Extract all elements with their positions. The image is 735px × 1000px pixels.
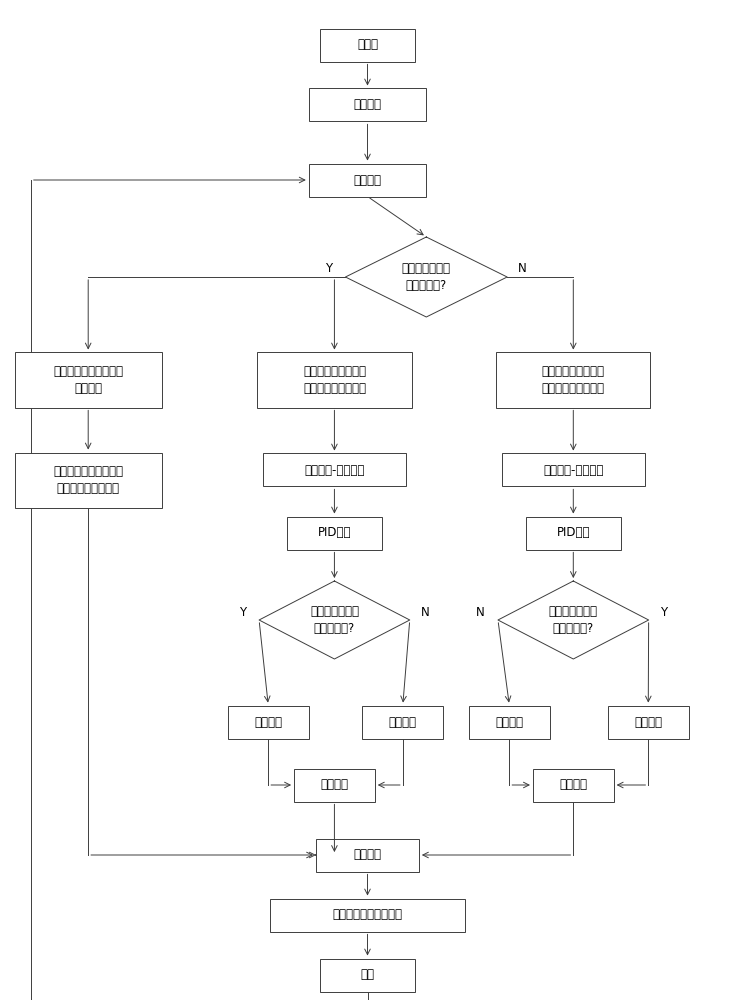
FancyBboxPatch shape [287,516,382,550]
Text: 发动机掉速是否
超过设定值?: 发动机掉速是否 超过设定值? [310,605,359,635]
FancyBboxPatch shape [15,352,162,408]
Text: 数据采集: 数据采集 [354,174,381,186]
Text: Y: Y [325,262,332,275]
Text: PID调节: PID调节 [318,526,351,540]
FancyBboxPatch shape [362,706,443,738]
Text: 进入转速调节，提取
目标转速和实际转速: 进入转速调节，提取 目标转速和实际转速 [303,365,366,395]
FancyBboxPatch shape [270,898,465,932]
Text: Y: Y [660,605,667,618]
Text: N: N [476,605,484,618]
Text: 输出清零: 输出清零 [389,716,417,728]
FancyBboxPatch shape [309,163,426,196]
FancyBboxPatch shape [533,768,614,802]
FancyBboxPatch shape [496,352,650,408]
Text: 电流整合: 电流整合 [354,848,381,861]
FancyBboxPatch shape [316,838,419,871]
Text: 发动机掉速是否
超过设定值?: 发动机掉速是否 超过设定值? [549,605,598,635]
FancyBboxPatch shape [294,768,375,802]
Text: 初始化: 初始化 [357,38,378,51]
FancyBboxPatch shape [526,516,621,550]
Text: 目标扭矩-实际扭矩: 目标扭矩-实际扭矩 [543,464,603,477]
Text: 目标转速-实际转速: 目标转速-实际转速 [304,464,365,477]
Text: 进入扭矩调节，提取
目标扭矩和实际扭矩: 进入扭矩调节，提取 目标扭矩和实际扭矩 [542,365,605,395]
FancyBboxPatch shape [469,706,550,738]
Text: 计算当前实际转速下目
标扭矩值: 计算当前实际转速下目 标扭矩值 [53,365,123,395]
Text: 调节反比例减压阀电流: 调节反比例减压阀电流 [332,908,403,922]
Text: 发动机掉速是否
超过设定值?: 发动机掉速是否 超过设定值? [402,262,451,292]
FancyBboxPatch shape [309,88,426,121]
Text: PID调节: PID调节 [556,526,590,540]
FancyBboxPatch shape [15,452,162,508]
Polygon shape [345,237,507,317]
Text: N: N [420,605,429,618]
FancyBboxPatch shape [501,453,645,486]
Text: 输出电流: 输出电流 [320,778,348,792]
Text: Y: Y [239,605,245,618]
Polygon shape [259,581,410,659]
Text: 输出清零: 输出清零 [634,716,662,728]
Text: 输出电流: 输出电流 [559,778,587,792]
FancyBboxPatch shape [320,28,415,62]
Text: 计算当前压力下，目标
扭矩对应的输出电流: 计算当前压力下，目标 扭矩对应的输出电流 [53,465,123,495]
FancyBboxPatch shape [228,706,309,738]
Text: 参数设定: 参数设定 [354,99,381,111]
FancyBboxPatch shape [320,958,415,992]
Text: N: N [518,262,527,275]
FancyBboxPatch shape [257,352,412,408]
FancyBboxPatch shape [263,453,406,486]
Text: 保持输出: 保持输出 [254,716,282,728]
FancyBboxPatch shape [608,706,689,738]
Text: 保持输出: 保持输出 [495,716,523,728]
Polygon shape [498,581,648,659]
Text: 返回: 返回 [360,968,375,982]
